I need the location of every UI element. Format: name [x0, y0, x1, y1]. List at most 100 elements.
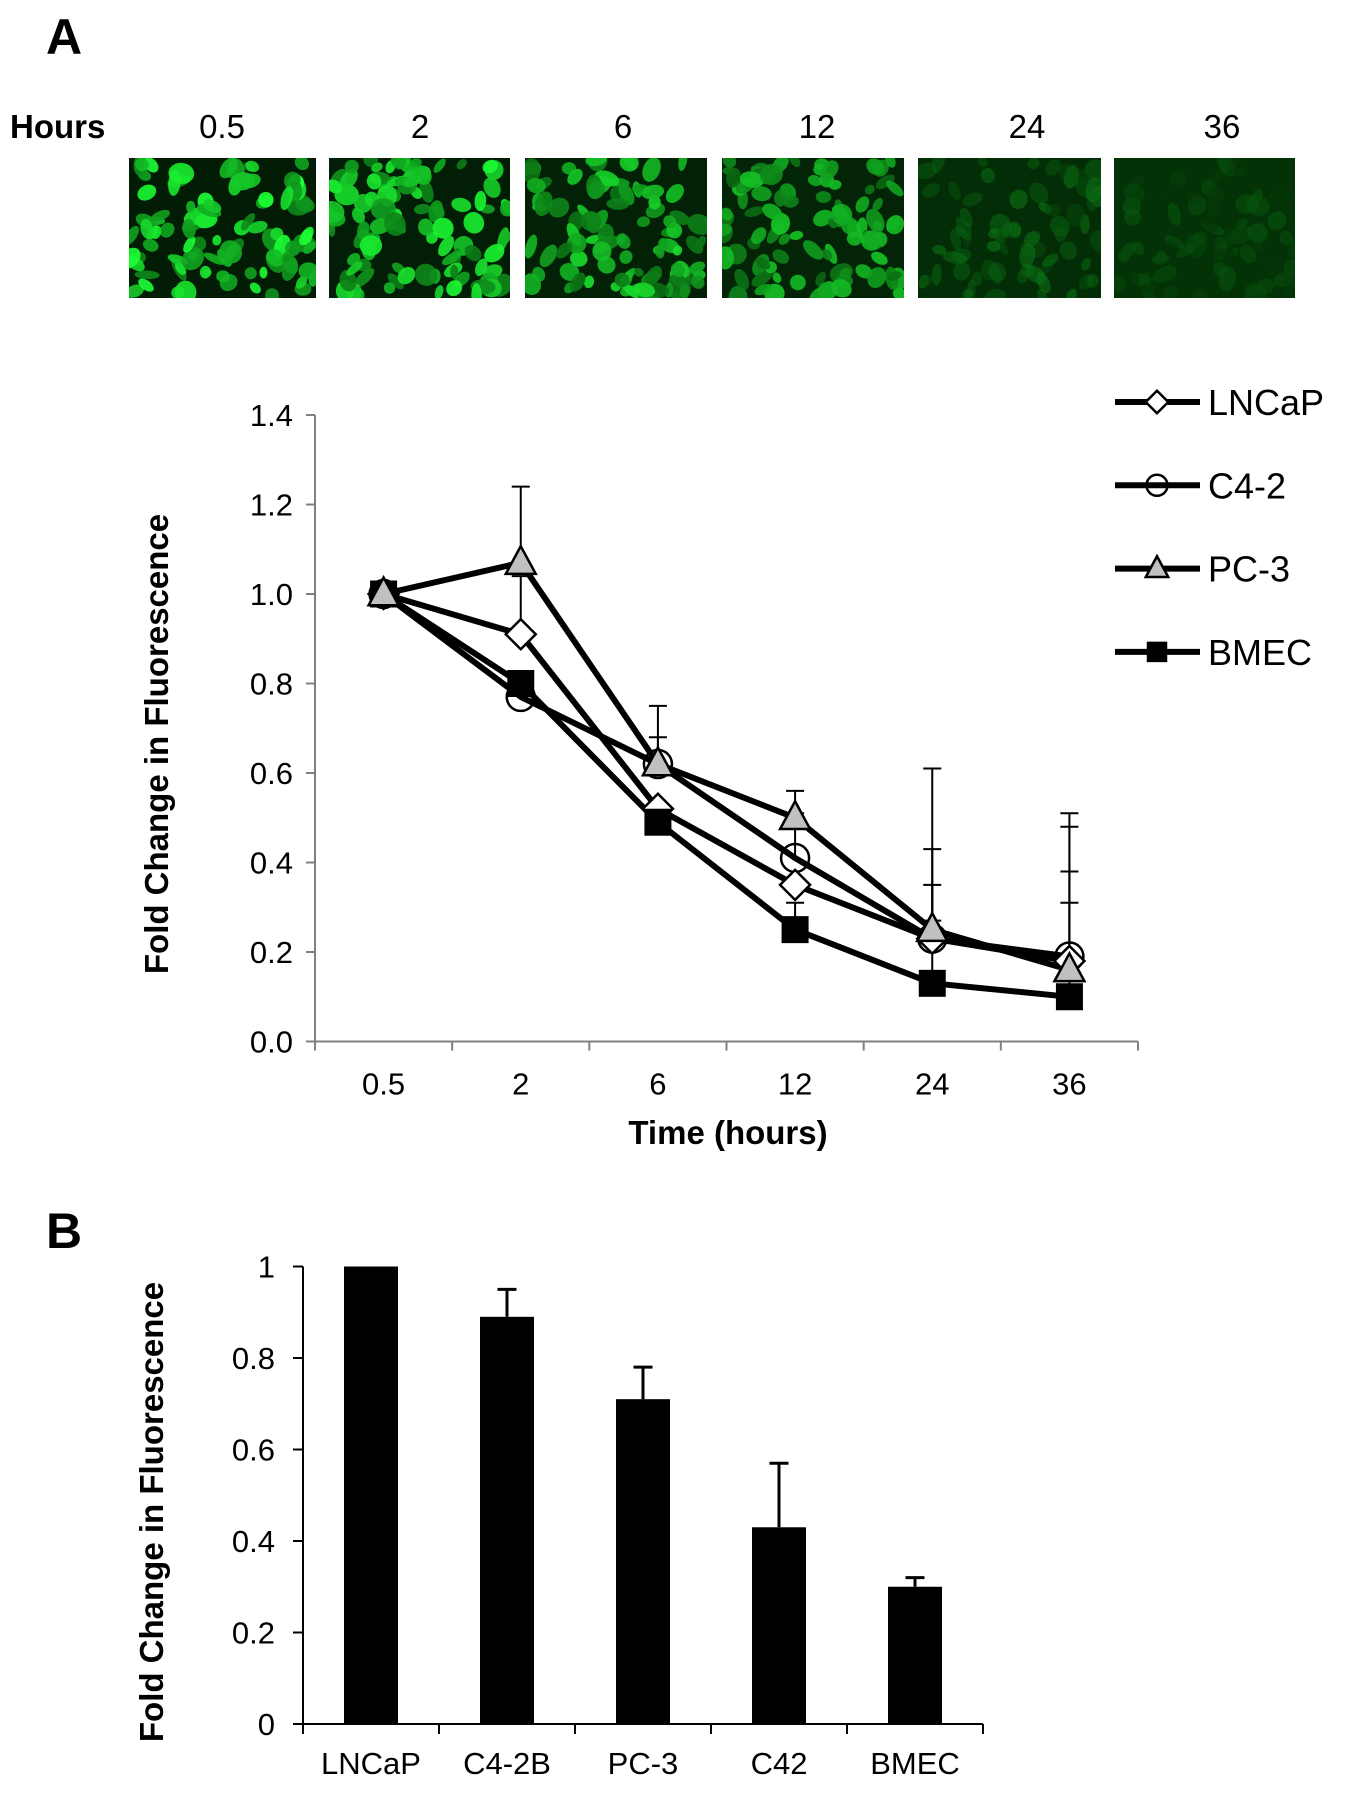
data-point-pc-3: [640, 744, 676, 777]
cell: [886, 215, 904, 235]
cell: [722, 207, 733, 221]
cell: [1167, 202, 1182, 226]
legend-label: PC-3: [1208, 549, 1290, 590]
cell: [984, 289, 1006, 298]
cell: [185, 200, 196, 213]
line-chart-axes: 0.0 0.2 0.4 0.6 0.8 1.0 1.2 1.4 0.5 2 6 12 24 36: [250, 398, 1139, 1102]
legend-label: C4-2: [1208, 465, 1286, 506]
cell: [451, 197, 472, 212]
cell: [346, 261, 363, 276]
y-tick-label: 0.2: [232, 1616, 275, 1651]
cell: [658, 237, 669, 251]
bar-c42: [752, 1527, 806, 1724]
time-point-label: 12: [798, 108, 836, 145]
cell: [988, 262, 1007, 282]
series-line-lncap: [382, 591, 1070, 964]
cell: [783, 195, 799, 208]
cell: [977, 158, 988, 168]
cell: [583, 275, 595, 289]
cell: [403, 175, 422, 188]
x-tick-label: LNCaP: [321, 1746, 421, 1781]
cell: [886, 271, 902, 281]
cell: [134, 270, 160, 280]
cell: [239, 173, 261, 189]
cell: [815, 191, 832, 203]
cell: [587, 181, 605, 200]
cell: [280, 186, 294, 211]
cell: [641, 184, 665, 200]
cell: [1234, 166, 1248, 177]
cell: [1214, 236, 1228, 251]
line-chart: 0.0 0.2 0.4 0.6 0.8 1.0 1.2 1.4 0.5 2 6 12 24 36 Fold…: [138, 382, 1324, 1151]
legend-marker-icon: [1145, 473, 1169, 498]
micrograph-tile: [525, 158, 707, 298]
y-tick-label: 0.0: [250, 1025, 293, 1060]
cell: [636, 216, 651, 228]
cell: [359, 235, 383, 256]
cell: [248, 220, 268, 234]
cell: [1284, 167, 1295, 180]
data-point-bmec: [1055, 983, 1083, 1011]
legend: LNCaP C4-2 PC-3 BMEC: [1115, 382, 1324, 673]
cell: [986, 240, 1001, 252]
cell: [428, 200, 444, 223]
cell: [855, 196, 870, 213]
cell: [216, 270, 230, 283]
cell: [619, 158, 639, 172]
cell: [665, 183, 684, 204]
cell: [371, 162, 383, 173]
cell: [1257, 278, 1275, 295]
cell: [1227, 158, 1240, 178]
cell: [299, 226, 314, 246]
cell: [1247, 223, 1268, 243]
cell: [815, 271, 826, 286]
cell: [592, 241, 612, 262]
legend-label: LNCaP: [1208, 382, 1324, 423]
cell: [722, 158, 737, 168]
bar-chart-axes: 0 0.2 0.4 0.6 0.8 1 LNCaP C4-2B PC-3 C42 BMEC: [232, 1250, 984, 1781]
cell: [586, 212, 601, 234]
cell: [129, 247, 141, 270]
cell: [1059, 241, 1077, 260]
cell: [1283, 282, 1293, 298]
bar-c4-2b: [480, 1316, 534, 1724]
cell: [294, 158, 310, 171]
cell: [456, 158, 467, 170]
cell: [142, 238, 159, 252]
cell: [548, 197, 570, 218]
cell: [339, 269, 357, 292]
y-tick-label: 0: [258, 1707, 275, 1742]
cell: [1019, 243, 1036, 268]
legend-item: BMEC: [1115, 632, 1312, 673]
cell: [892, 288, 904, 298]
y-axis-title: Fold Change in Fluorescence: [133, 1282, 170, 1742]
cell: [419, 179, 434, 203]
cell: [1235, 194, 1259, 214]
cell: [774, 190, 787, 207]
cell: [688, 261, 706, 274]
legend-item: LNCaP: [1115, 382, 1324, 423]
cell: [619, 250, 633, 264]
cell: [482, 159, 498, 174]
cell: [354, 268, 375, 288]
cell: [1066, 203, 1085, 227]
series-line-c4-2: [381, 591, 1070, 960]
y-tick-label: 1: [258, 1250, 275, 1285]
cell: [855, 264, 873, 279]
cell: [1123, 183, 1145, 203]
cell: [1163, 284, 1179, 298]
cell: [499, 200, 510, 217]
cell: [1085, 177, 1101, 202]
cell: [1114, 274, 1127, 293]
cell: [871, 251, 888, 265]
cell: [258, 191, 274, 208]
cell: [463, 212, 485, 234]
cell: [303, 241, 316, 254]
cell: [344, 159, 359, 174]
data-point-pc-3: [1052, 950, 1087, 983]
time-point-label: 6: [613, 108, 633, 145]
cell: [168, 162, 195, 184]
cell: [642, 158, 661, 182]
data-point-bmec: [781, 916, 809, 944]
cell: [918, 276, 934, 286]
